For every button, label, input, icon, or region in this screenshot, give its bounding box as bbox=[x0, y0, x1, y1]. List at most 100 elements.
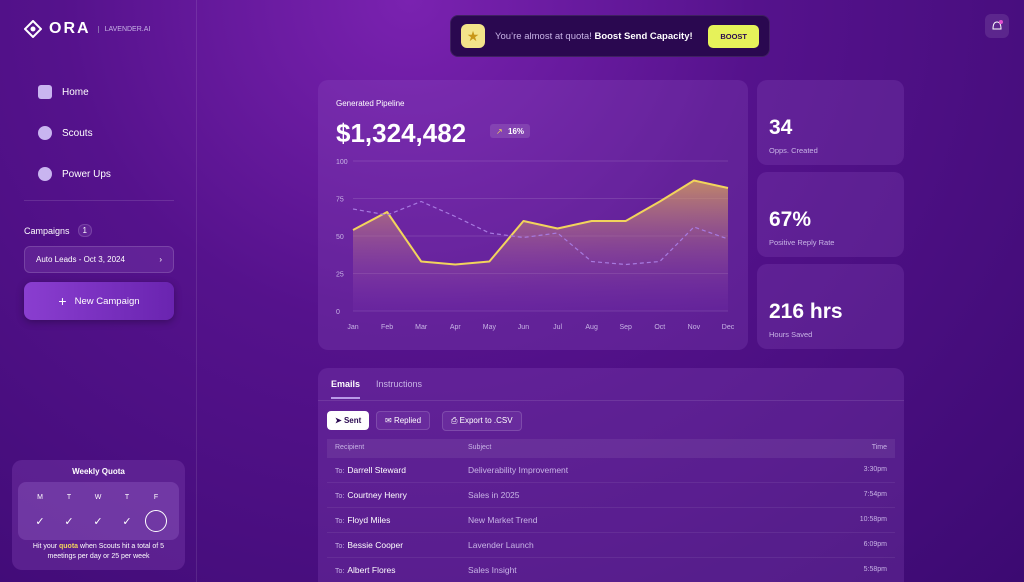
nav-powerups[interactable]: Power Ups bbox=[38, 167, 111, 181]
quota-note: Hit your quota when Scouts hit a total o… bbox=[18, 542, 179, 562]
notifications[interactable] bbox=[985, 14, 1009, 38]
x-tick-label: Oct bbox=[654, 324, 665, 331]
x-tick-label: Apr bbox=[450, 324, 462, 331]
series-line bbox=[352, 200, 729, 266]
x-tick-label: Jan bbox=[347, 324, 358, 331]
banner-text: You’re almost at quota! bbox=[495, 30, 592, 42]
x-tick-label: Feb bbox=[381, 324, 393, 331]
stat-card: 34 Opps. Created bbox=[757, 80, 904, 165]
pipeline-card: Generated Pipeline $1,324,482 16% ↗ 0 25 5… bbox=[318, 80, 748, 350]
logo-icon bbox=[24, 20, 42, 38]
chart-title: Generated Pipeline bbox=[336, 99, 405, 108]
campaigns-title: Campaigns bbox=[24, 225, 70, 236]
recipient-cell: To: Albert Flores bbox=[327, 557, 467, 582]
emails-card: Emails Instructions ➤ Sent ✉ Replied ⎙ E… bbox=[318, 368, 904, 582]
day-check: ✓ bbox=[122, 515, 132, 528]
filter-label: Sent bbox=[343, 416, 362, 425]
recipient-cell: To: Floyd Miles bbox=[327, 507, 467, 533]
trend-icon: ↗ bbox=[496, 127, 503, 136]
x-tick-label: Jun bbox=[518, 324, 529, 331]
day-label: W bbox=[94, 494, 102, 501]
recipient: Bessie Cooper bbox=[347, 539, 404, 550]
email-row[interactable]: To: Albert Flores Sales Insight 5:58pm bbox=[327, 557, 895, 582]
button-label: New Campaign bbox=[74, 295, 140, 307]
area bbox=[353, 180, 728, 311]
stat-card: 216 hrs Hours Saved bbox=[757, 264, 904, 349]
banner-bold: Boost Send Capacity! bbox=[594, 30, 693, 42]
x-tick-label: Mar bbox=[415, 324, 428, 331]
x-tick-label: Aug bbox=[585, 324, 598, 331]
to-label: To: bbox=[335, 542, 345, 550]
note: Hit your bbox=[32, 543, 58, 550]
time: 7:54pm bbox=[782, 482, 895, 508]
note: when Scouts hit a total of 5 meetings pe… bbox=[47, 543, 165, 560]
weekly-quota: Weekly Quota M ✓ T ✓ W ✓ T ✓ F Hit your quota wh… bbox=[12, 460, 185, 570]
email-row[interactable]: To: Darrell Steward Deliverability Improve… bbox=[327, 457, 895, 483]
stat-label: Opps. Created bbox=[769, 146, 818, 155]
stat-value: 34 bbox=[769, 116, 793, 139]
recipient-cell: To: Bessie Cooper bbox=[327, 532, 467, 558]
to-label: To: bbox=[335, 492, 345, 500]
export-label: Export to .CSV bbox=[459, 416, 513, 425]
stat-label: Hours Saved bbox=[769, 330, 813, 339]
export-button[interactable]: ⎙ Export to .CSV bbox=[442, 411, 522, 431]
x-tick-label: Jul bbox=[553, 324, 562, 331]
subject: Sales Insight bbox=[467, 557, 783, 582]
star-icon: ★ bbox=[461, 24, 485, 48]
quota-title: Weekly Quota bbox=[72, 467, 125, 476]
day-label: T bbox=[66, 494, 72, 501]
y-tick-label: 50 bbox=[336, 234, 344, 241]
day-check: ✓ bbox=[93, 515, 103, 528]
email-row[interactable]: To: Courtney Henry Sales in 2025 7:54pm bbox=[327, 482, 895, 508]
change-badge bbox=[490, 124, 530, 138]
to-label: To: bbox=[335, 517, 345, 525]
note-highlight: quota bbox=[59, 543, 79, 550]
brand: ORA LAVENDER.AI bbox=[24, 20, 150, 38]
divider bbox=[24, 200, 174, 201]
column-header: Time bbox=[782, 439, 895, 458]
tab[interactable]: Emails bbox=[331, 379, 361, 399]
x-tick-label: Dec bbox=[722, 324, 735, 331]
nav-label: Power Ups bbox=[62, 168, 111, 180]
series-line bbox=[352, 179, 729, 266]
nav-label: Scouts bbox=[62, 127, 93, 139]
subject: Lavender Launch bbox=[467, 532, 783, 558]
time: 5:58pm bbox=[782, 557, 895, 582]
x-tick-label: Nov bbox=[688, 324, 701, 331]
day-label: F bbox=[153, 494, 159, 501]
email-row[interactable]: To: Bessie Cooper Lavender Launch 6:09pm bbox=[327, 532, 895, 558]
nav-label: Home bbox=[62, 86, 89, 98]
boost-button[interactable]: BOOST bbox=[708, 24, 759, 48]
nav-scouts[interactable]: Scouts bbox=[38, 126, 93, 140]
recipient: Courtney Henry bbox=[347, 489, 407, 500]
time: 6:09pm bbox=[782, 532, 895, 558]
to-label: To: bbox=[335, 467, 345, 475]
column-header: Subject bbox=[467, 439, 783, 458]
logo: ORA bbox=[49, 20, 91, 37]
email-row[interactable]: To: Floyd Miles New Market Trend 10:58pm bbox=[327, 507, 895, 533]
day-empty bbox=[145, 510, 167, 532]
x-tick-label: Sep bbox=[619, 324, 632, 331]
recipient-cell: To: Darrell Steward bbox=[327, 457, 467, 483]
stat-label: Positive Reply Rate bbox=[769, 238, 835, 247]
nav-home[interactable]: Home bbox=[38, 85, 89, 99]
product: LAVENDER.AI bbox=[97, 25, 150, 33]
campaign-label: Auto Leads - Oct 3, 2024 bbox=[36, 255, 125, 264]
y-tick-label: 75 bbox=[336, 197, 344, 204]
time: 3:30pm bbox=[782, 457, 895, 483]
tab[interactable]: Instructions bbox=[376, 379, 423, 389]
quota-banner: ★ You’re almost at quota! Boost Send Cap… bbox=[450, 15, 770, 57]
recipient-cell: To: Courtney Henry bbox=[327, 482, 467, 508]
new-campaign-button[interactable]: + New Campaign bbox=[24, 282, 174, 320]
time: 10:58pm bbox=[782, 507, 895, 533]
recipient: Floyd Miles bbox=[347, 514, 391, 525]
filter-replied[interactable]: ✉ Replied bbox=[376, 411, 431, 430]
column-header: Recipient bbox=[327, 439, 467, 458]
email-table: Recipient Subject Time To: Darrell Steward D… bbox=[327, 439, 895, 582]
recipient: Darrell Steward bbox=[347, 464, 406, 475]
campaign-item[interactable]: Auto Leads - Oct 3, 2024 › bbox=[24, 246, 174, 273]
y-tick-label: 25 bbox=[336, 272, 344, 279]
recipient: Albert Flores bbox=[347, 564, 396, 575]
filter-sent[interactable]: ➤ Sent bbox=[327, 411, 370, 430]
